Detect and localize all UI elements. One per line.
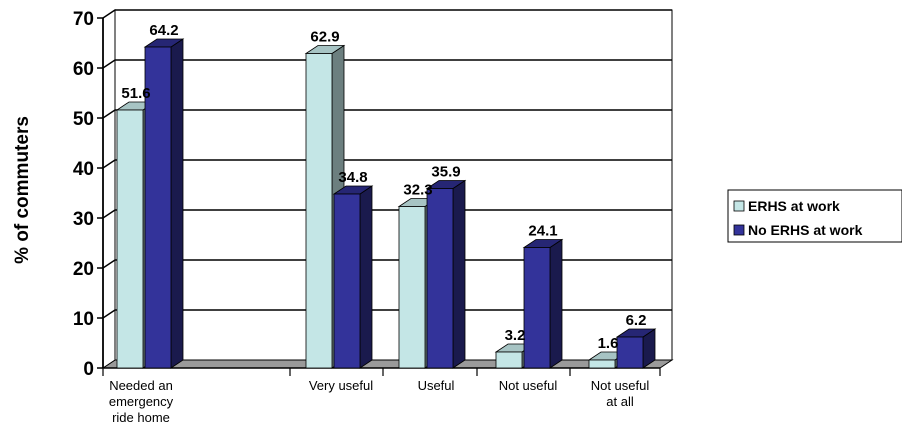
data-label: 34.8 <box>338 169 367 186</box>
legend-swatch-erhs-at-work <box>733 200 745 212</box>
data-label: 64.2 <box>149 22 178 39</box>
bar-no-erhs-at-work <box>522 238 564 369</box>
y-tick-label: 60 <box>73 59 94 80</box>
bar-side <box>359 185 373 369</box>
x-category-label: at all <box>606 394 634 409</box>
plot-area <box>101 9 674 369</box>
y-tick-label: 40 <box>73 159 94 180</box>
gridline <box>102 109 672 119</box>
legend-box <box>727 189 902 243</box>
gridline <box>102 309 672 319</box>
x-category-label: Not useful <box>499 378 558 393</box>
bar-no-erhs-at-work <box>425 179 467 369</box>
gridline <box>102 59 672 69</box>
x-category-label: Useful <box>418 378 455 393</box>
bar-side <box>549 238 563 369</box>
data-label: 35.9 <box>431 164 460 181</box>
legend-swatch-no-erhs-at-work <box>733 224 745 236</box>
data-label: 24.1 <box>528 223 557 240</box>
y-tick-label: 10 <box>73 309 94 330</box>
bar-no-erhs-at-work <box>332 185 374 369</box>
bar-no-erhs-at-work <box>615 328 657 369</box>
bar-front <box>116 109 144 369</box>
y-axis-title: % of commuters <box>12 116 33 264</box>
bar-front <box>305 53 333 369</box>
bar-front <box>398 206 426 369</box>
data-labels: 51.6 62.9 32.3 3.2 1.6 64.2 34.8 35.9 24.1 6.2 <box>121 22 646 352</box>
x-category-label: emergency <box>109 394 174 409</box>
x-category-label: Very useful <box>309 378 373 393</box>
legend: ERHS at work No ERHS at work <box>727 189 902 243</box>
plot-back-wall <box>114 9 673 361</box>
bar-front <box>523 247 551 369</box>
gridline <box>102 209 672 219</box>
gridline <box>102 159 672 169</box>
x-category-label: Needed an <box>109 378 173 393</box>
bar-front <box>144 46 172 369</box>
bar-no-erhs-at-work <box>143 38 185 369</box>
y-tick-label: 0 <box>83 359 94 380</box>
y-tick-label: 70 <box>73 9 94 30</box>
bar-front <box>333 193 361 369</box>
bar-side <box>170 38 184 369</box>
data-label: 62.9 <box>310 29 339 46</box>
data-label: 32.3 <box>403 182 432 199</box>
bar-front <box>588 359 616 369</box>
x-category-label: Not useful <box>591 378 650 393</box>
data-label: 51.6 <box>121 85 150 102</box>
legend-label-erhs-at-work: ERHS at work <box>748 198 840 214</box>
gridline <box>102 259 672 269</box>
bar-side <box>452 179 466 369</box>
data-label: 6.2 <box>626 312 647 329</box>
bar-front <box>616 336 644 369</box>
y-axis: 0 10 20 30 40 50 60 70 <box>73 9 104 380</box>
data-label: 3.2 <box>505 327 526 344</box>
y-tick-label: 30 <box>73 209 94 230</box>
legend-label-no-erhs-at-work: No ERHS at work <box>748 222 863 238</box>
gridline <box>102 9 672 19</box>
x-category-label: ride home <box>112 410 170 425</box>
y-tick-label: 20 <box>73 259 94 280</box>
plot-floor <box>101 359 674 369</box>
bar-front <box>426 188 454 369</box>
bars <box>115 38 657 369</box>
bar-front <box>495 351 523 369</box>
y-tick-label: 50 <box>73 109 94 130</box>
data-label: 1.6 <box>598 335 619 352</box>
